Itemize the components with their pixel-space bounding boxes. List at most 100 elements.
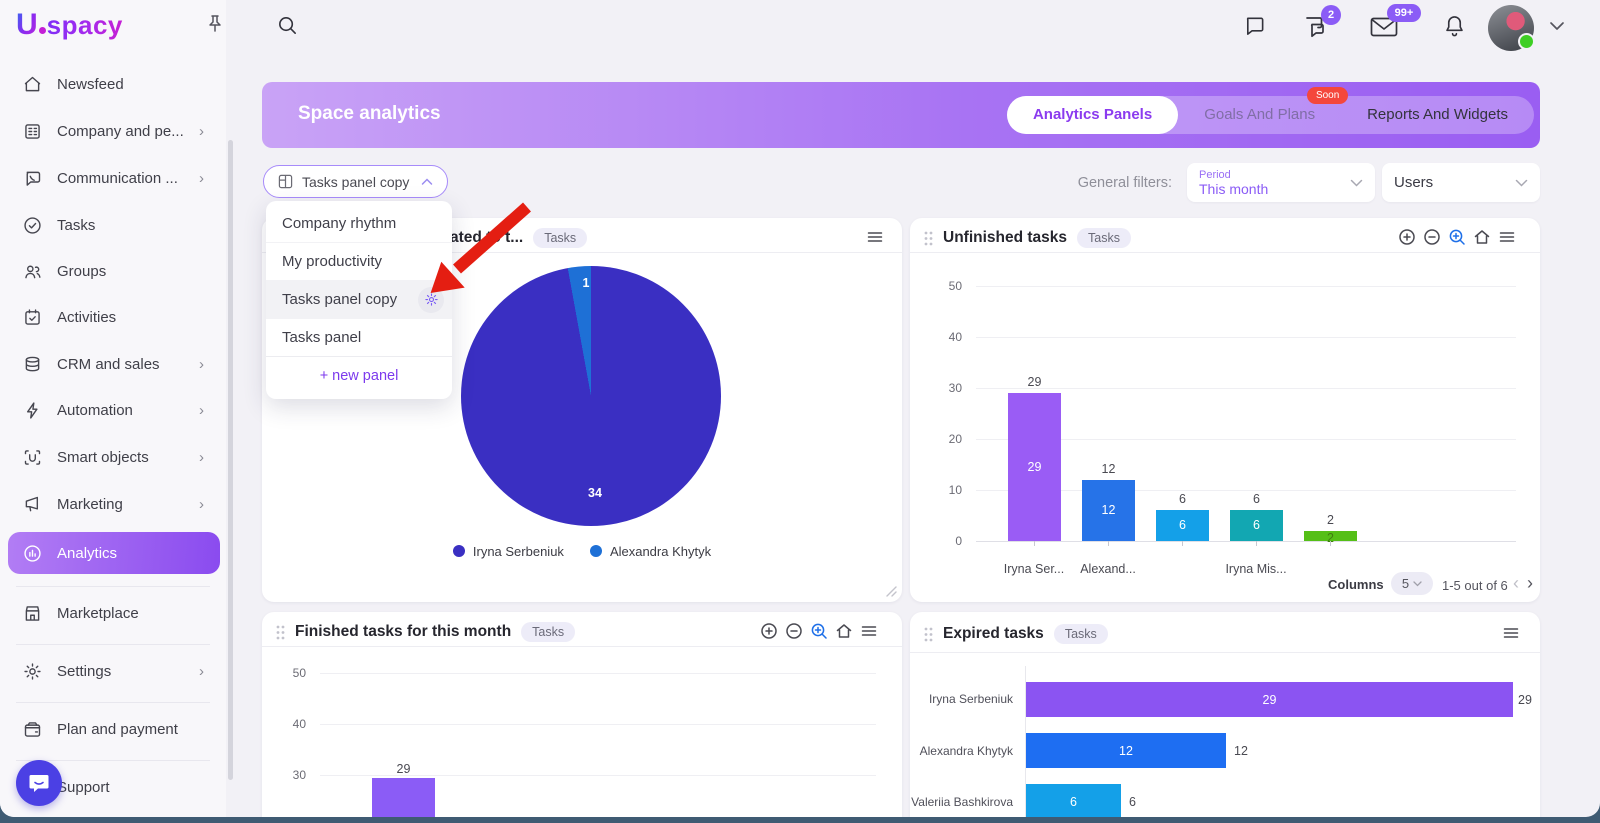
logo-text: spacy <box>46 10 123 40</box>
sidebar-item-label: Communication ... <box>57 169 178 187</box>
zoom-in-icon[interactable] <box>1398 228 1416 246</box>
home-icon <box>24 76 41 91</box>
widget-toolbar <box>1398 228 1516 246</box>
next-page-icon[interactable]: › <box>1527 573 1533 593</box>
sidebar-item-support[interactable]: Support <box>8 766 220 808</box>
reset-home-icon[interactable] <box>1473 228 1491 246</box>
axis-line <box>1025 666 1026 817</box>
gear-icon <box>424 293 438 306</box>
legend-dot <box>452 545 465 557</box>
sidebar-item-communication[interactable]: Communication ... › <box>8 157 220 199</box>
divider <box>910 252 1540 253</box>
menu-item-tasks-panel[interactable]: Tasks panel <box>266 319 452 357</box>
users-filter-value: Users <box>1394 174 1434 191</box>
pin-icon[interactable] <box>206 14 224 34</box>
panel-selector-button[interactable]: Tasks panel copy <box>263 165 448 198</box>
zoom-select-icon[interactable] <box>1448 228 1466 246</box>
chat-phone-icon <box>26 171 41 186</box>
sidebar-item-activities[interactable]: Activities <box>8 296 220 338</box>
bar-inner-value: 6 <box>1179 518 1186 532</box>
sidebar-item-marketing[interactable]: Marketing › <box>8 483 220 525</box>
widget-menu-icon[interactable] <box>1502 624 1520 642</box>
widget-finished-tasks: Finished tasks for this month Tasks 50 4… <box>262 612 902 817</box>
menu-item-my-productivity[interactable]: My productivity <box>266 243 452 281</box>
search-icon[interactable] <box>276 14 299 37</box>
reset-home-icon[interactable] <box>835 622 853 640</box>
y-tick: 50 <box>948 279 962 293</box>
widget-title: Unfinished tasks <box>943 229 1068 246</box>
tab-reports-and-widgets[interactable]: Reports And Widgets <box>1367 106 1508 123</box>
x-tick-mark <box>1034 541 1035 546</box>
sidebar-item-label: Newsfeed <box>57 75 124 93</box>
drag-handle-icon[interactable] <box>924 231 933 246</box>
sidebar-item-marketplace[interactable]: Marketplace <box>8 592 220 634</box>
sidebar-item-newsfeed[interactable]: Newsfeed <box>8 63 220 105</box>
menu-item-tasks-panel-copy[interactable]: Tasks panel copy <box>266 281 452 319</box>
period-filter-select[interactable]: Period This month <box>1187 163 1375 202</box>
x-tick-mark <box>1182 541 1183 546</box>
sidebar-item-automation[interactable]: Automation › <box>8 389 220 431</box>
legend-label: Alexandra Khytyk <box>609 544 712 559</box>
resize-handle[interactable] <box>886 586 897 597</box>
support-chat-fab[interactable] <box>16 760 62 806</box>
panel-selector-menu: Company rhythm My productivity Tasks pan… <box>266 201 452 399</box>
bell-icon[interactable] <box>1443 14 1466 39</box>
avatar[interactable] <box>1488 5 1535 51</box>
widget-header: Expired tasks Tasks <box>924 624 1108 644</box>
comment-icon[interactable] <box>1243 15 1266 37</box>
drag-handle-icon[interactable] <box>924 627 933 642</box>
sidebar-item-label: Groups <box>57 262 107 280</box>
smart-objects-icon <box>24 449 41 465</box>
mail-button[interactable]: 99+ <box>1370 4 1421 45</box>
bar-5 <box>1304 531 1357 541</box>
sidebar-item-plan-payment[interactable]: Plan and payment <box>8 708 220 750</box>
users-filter-select[interactable]: Users <box>1382 163 1540 202</box>
bar-alexandra <box>1082 480 1135 541</box>
bar-value: 6 <box>1179 492 1186 506</box>
panel-settings-button[interactable] <box>418 286 444 313</box>
calendar-check-icon <box>25 308 40 325</box>
divider <box>262 252 902 253</box>
chevron-down-icon[interactable] <box>1549 21 1565 31</box>
bar-3 <box>1156 510 1209 541</box>
new-panel-button[interactable]: + new panel <box>319 368 399 384</box>
hbar-inner-value: 29 <box>1262 693 1277 707</box>
sidebar-item-analytics[interactable]: Analytics <box>8 532 220 574</box>
sidebar-item-groups[interactable]: Groups <box>8 250 220 292</box>
prev-page-icon[interactable]: ‹ <box>1513 573 1519 593</box>
x-label: Iryna Ser... <box>1003 562 1065 576</box>
sidebar-item-label: Marketing <box>57 495 123 513</box>
sidebar-item-settings[interactable]: Settings › <box>8 650 220 692</box>
chats-badge: 2 <box>1321 5 1341 25</box>
y-tick: 10 <box>948 483 962 497</box>
drag-handle-icon[interactable] <box>276 625 285 640</box>
columns-page-size-select[interactable]: 5 <box>1391 572 1433 595</box>
sidebar-item-smart-objects[interactable]: Smart objects › <box>8 436 220 478</box>
zoom-out-icon[interactable] <box>785 622 803 640</box>
sidebar-item-crm[interactable]: CRM and sales › <box>8 343 220 385</box>
sidebar-item-label: Company and pe... <box>57 122 184 140</box>
page-title: Space analytics <box>298 103 441 124</box>
widget-menu-icon[interactable] <box>1498 228 1516 246</box>
sidebar-item-tasks[interactable]: Tasks <box>8 204 220 246</box>
widget-menu-icon[interactable] <box>866 228 884 246</box>
row-label: Iryna Serbeniuk <box>928 692 1013 706</box>
zoom-in-icon[interactable] <box>760 622 778 640</box>
zoom-out-icon[interactable] <box>1423 228 1441 246</box>
tab-goals-and-plans[interactable]: Goals And Plans <box>1204 106 1316 123</box>
zoom-select-icon[interactable] <box>810 622 828 640</box>
sidebar-item-company[interactable]: Company and pe... › <box>8 110 220 152</box>
widget-menu-icon[interactable] <box>860 622 878 640</box>
menu-item-company-rhythm[interactable]: Company rhythm <box>266 205 452 243</box>
sidebar-item-label: Plan and payment <box>57 720 178 738</box>
chats-button[interactable]: 2 <box>1303 5 1345 45</box>
pie-slice-value: 34 <box>588 486 602 500</box>
sidebar-scrollbar-thumb[interactable] <box>228 140 233 780</box>
divider <box>910 652 1540 653</box>
widget-title: Finished tasks for this month <box>295 623 512 640</box>
gridline <box>976 439 1516 440</box>
megaphone-icon <box>25 496 39 511</box>
tab-analytics-panels[interactable]: Analytics Panels <box>1006 96 1179 134</box>
